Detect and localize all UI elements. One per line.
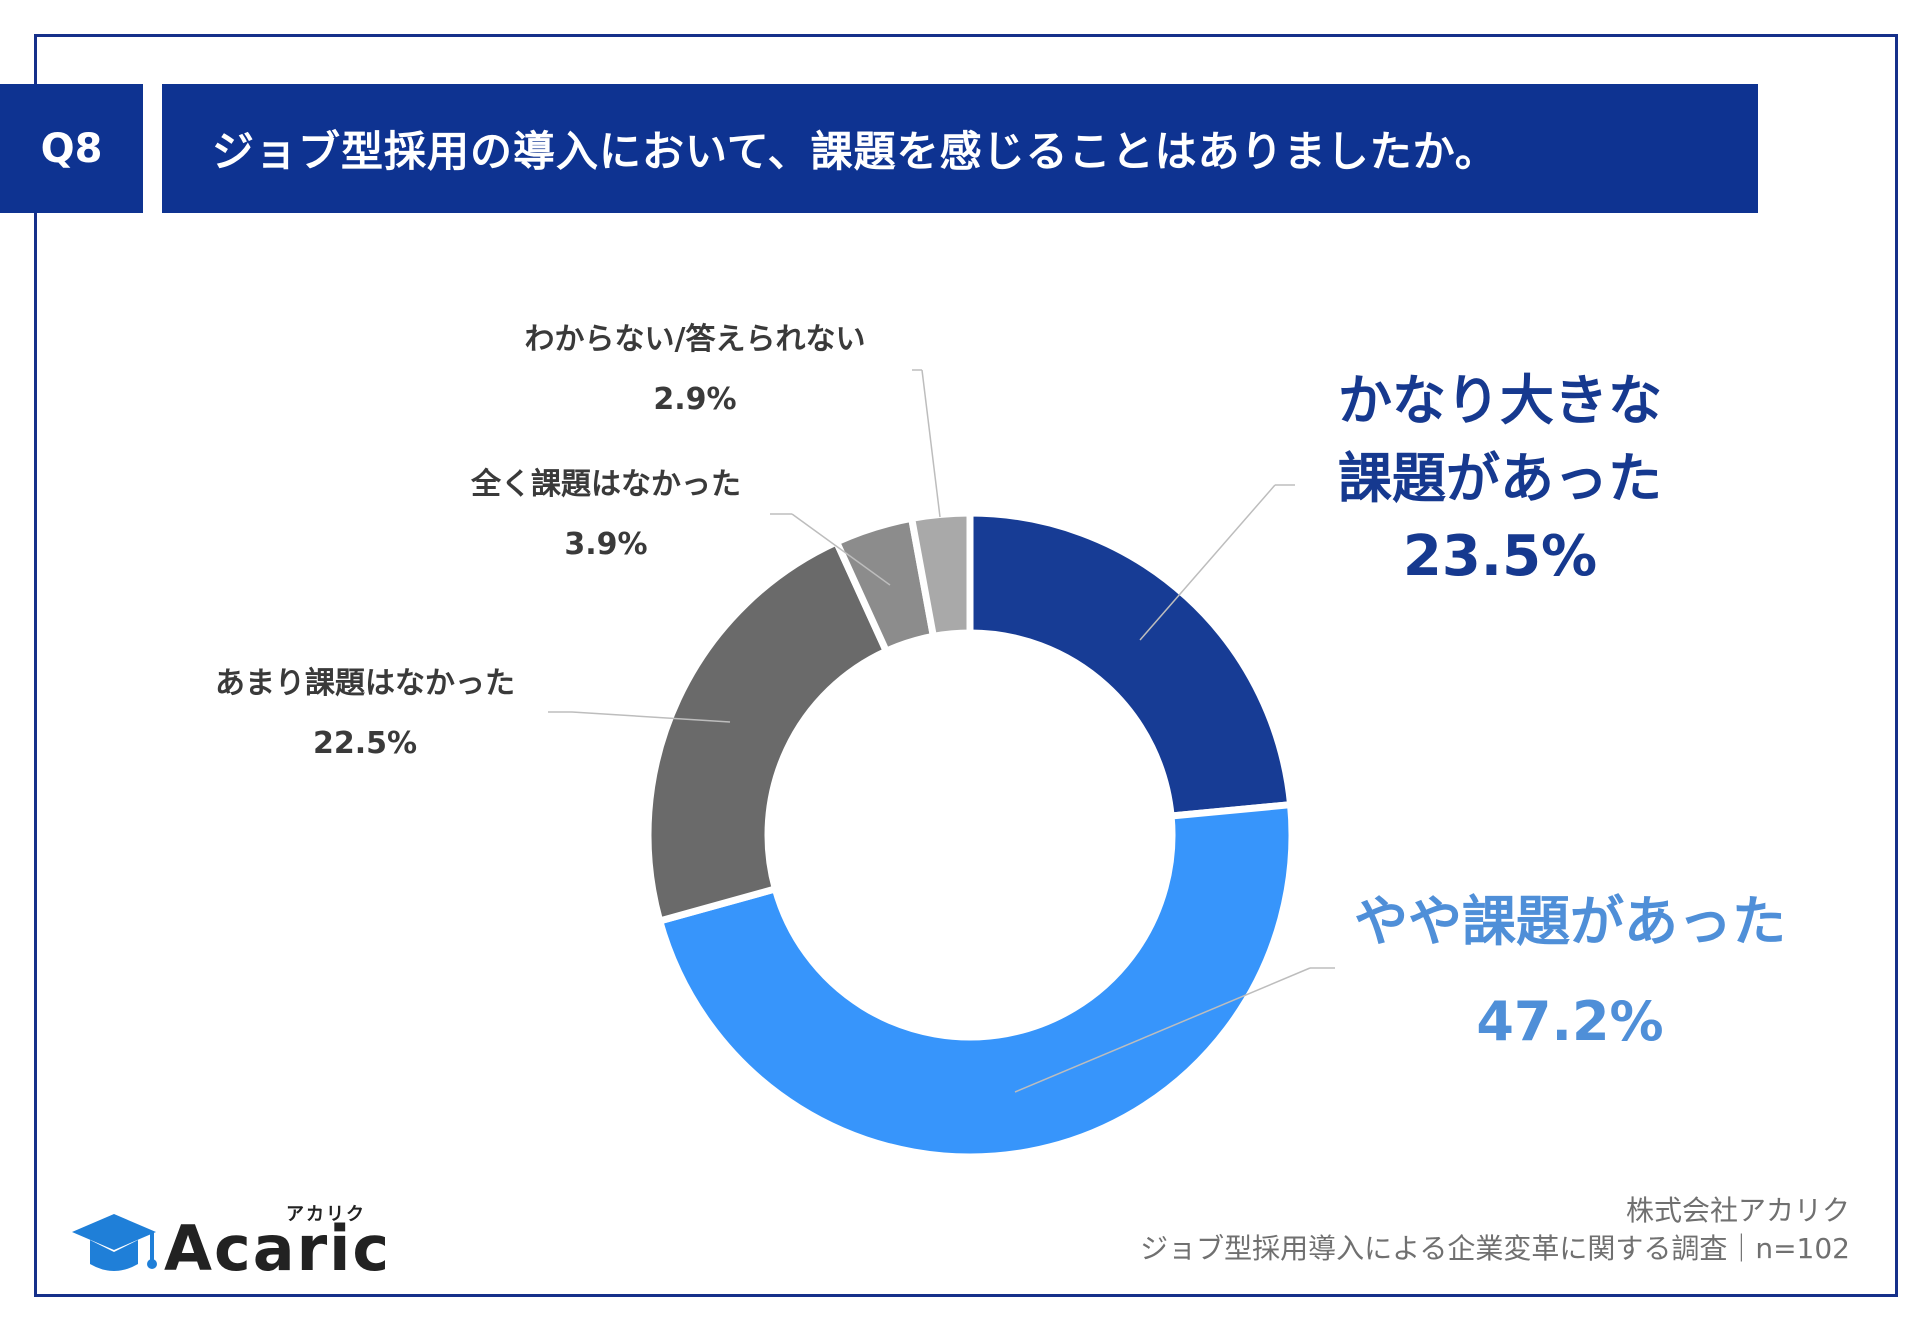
logo-wordmark: Acaric — [164, 1212, 392, 1285]
label-slice-2: あまり課題はなかった 22.5% — [215, 654, 515, 774]
credit-survey: ジョブ型採用導入による企業変革に関する調査｜n=102 — [1140, 1232, 1850, 1265]
leader-line-2 — [571, 711, 731, 723]
label-slice-0: かなり大きな 課題があった 23.5% — [1338, 362, 1662, 596]
label-slice-1-line1: やや課題があった — [1354, 890, 1786, 953]
donut-slice-1 — [655, 800, 1296, 1161]
graduation-cap-icon — [72, 1214, 157, 1271]
label-slice-1-pct: 47.2% — [1476, 990, 1664, 1053]
label-slice-3-line1: 全く課題はなかった — [471, 467, 741, 502]
label-slice-3-pct: 3.9% — [564, 527, 648, 562]
acaric-logo: アカリク Acaric — [68, 1200, 392, 1290]
label-slice-3: 全く課題はなかった 3.9% — [471, 455, 741, 575]
label-slice-0-line2: 課題があった — [1338, 447, 1662, 510]
credit-company: 株式会社アカリク — [1625, 1194, 1850, 1227]
question-title: ジョブ型採用の導入において、課題を感じることはありましたか。 — [162, 84, 1758, 213]
donut-slice-4 — [907, 509, 974, 641]
leader-line-3 — [791, 513, 891, 586]
label-slice-1: やや課題があった 47.2% — [1354, 872, 1786, 1072]
label-slice-2-pct: 22.5% — [312, 726, 418, 761]
leader-line-0 — [1139, 484, 1276, 641]
label-slice-2-line1: あまり課題はなかった — [215, 666, 515, 701]
label-slice-4-line1: わからない/答えられない — [524, 322, 866, 357]
logo-kana: アカリク — [286, 1204, 366, 1225]
leader-line-1 — [1014, 967, 1311, 1093]
label-slice-0-line1: かなり大きな — [1338, 369, 1662, 432]
label-slice-4-pct: 2.9% — [653, 382, 737, 417]
label-slice-0-pct: 23.5% — [1402, 524, 1598, 589]
question-number-badge: Q8 — [0, 84, 143, 213]
donut-slice-0 — [966, 509, 1295, 820]
label-slice-4: わからない/答えられない 2.9% — [525, 310, 866, 430]
leader-line-4 — [921, 369, 941, 518]
source-credit: 株式会社アカリク ジョブ型採用導入による企業変革に関する調査｜n=102 — [1140, 1192, 1850, 1268]
figure-frame — [34, 34, 1898, 1297]
donut-slice-2 — [644, 537, 891, 926]
